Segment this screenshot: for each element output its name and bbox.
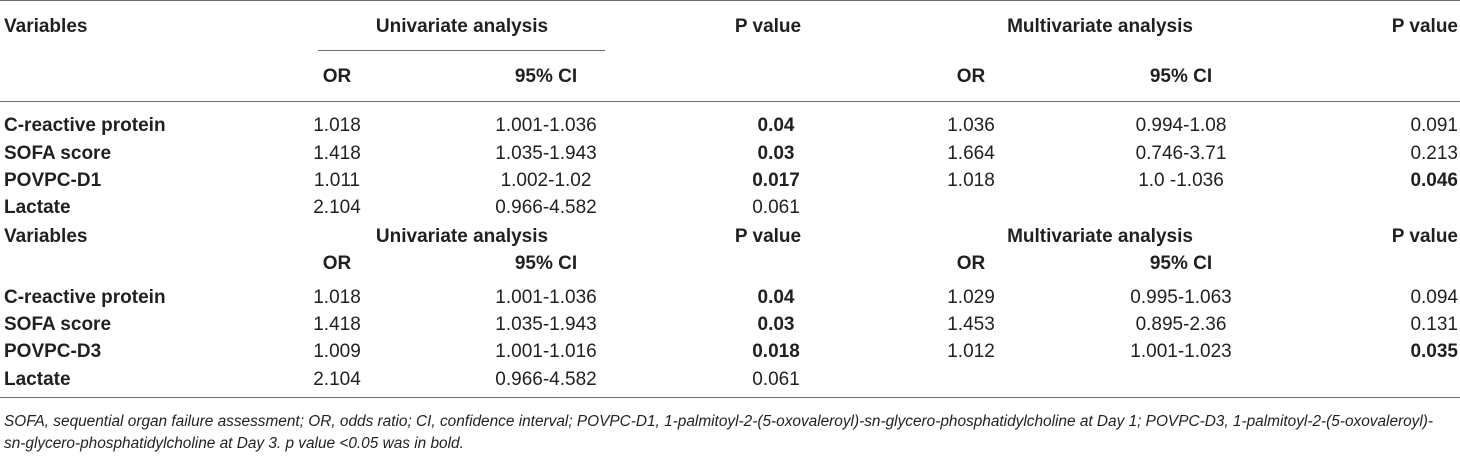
header-ci: 95% CI [514, 253, 578, 274]
row-m-or: 1.012 [947, 341, 995, 362]
row-m-ci: 0.746-3.71 [1135, 143, 1227, 164]
row-ci: 1.001-1.036 [495, 115, 597, 136]
row-variable: SOFA score [4, 143, 112, 164]
header-univariate: Univariate analysis [375, 16, 549, 37]
header-p-value-2: P value [1391, 16, 1458, 37]
header-p-value: P value [734, 226, 802, 247]
row-ci: 1.002-1.02 [500, 170, 592, 191]
row-variable: C-reactive protein [4, 115, 166, 136]
header-or: OR [322, 66, 352, 87]
row-or: 2.104 [313, 369, 361, 390]
row-variable: C-reactive protein [4, 287, 166, 308]
row-m-or: 1.036 [947, 115, 995, 136]
row-m-or: 1.029 [947, 287, 995, 308]
header-or-2: OR [956, 253, 986, 274]
row-m-p: 0.035 [1410, 341, 1458, 362]
row-m-ci: 0.994-1.08 [1135, 115, 1227, 136]
row-p: 0.018 [752, 341, 800, 362]
row-ci: 1.035-1.943 [495, 143, 597, 164]
row-or: 1.011 [313, 170, 361, 191]
header-multivariate: Multivariate analysis [1007, 226, 1193, 247]
header-bottom-rule [0, 101, 1460, 102]
row-or: 2.104 [313, 197, 361, 218]
row-ci: 0.966-4.582 [495, 369, 597, 390]
row-m-p: 0.091 [1410, 115, 1458, 136]
header-p-value: P value [734, 16, 802, 37]
row-or: 1.009 [313, 341, 361, 362]
header-p-value-2: P value [1391, 226, 1458, 247]
row-variable: POVPC-D3 [4, 341, 102, 362]
row-variable: SOFA score [4, 314, 112, 335]
table-footnote: SOFA, sequential organ failure assessmen… [4, 413, 1434, 452]
row-m-p: 0.046 [1410, 170, 1458, 191]
row-p: 0.03 [757, 143, 795, 164]
header-multivariate: Multivariate analysis [1007, 16, 1193, 37]
row-p: 0.03 [757, 314, 795, 335]
row-variable: Lactate [4, 369, 71, 390]
row-p: 0.061 [752, 369, 800, 390]
row-m-p: 0.131 [1410, 314, 1458, 335]
row-p: 0.04 [757, 287, 795, 308]
row-m-p: 0.094 [1410, 287, 1458, 308]
row-p: 0.017 [752, 170, 800, 191]
header-variables: Variables [4, 16, 88, 37]
row-or: 1.418 [313, 143, 361, 164]
row-m-ci: 0.995-1.063 [1130, 287, 1232, 308]
header-ci-2: 95% CI [1149, 66, 1213, 87]
row-m-or: 1.018 [947, 170, 995, 191]
row-or: 1.018 [313, 115, 361, 136]
row-m-ci: 0.895-2.36 [1135, 314, 1227, 335]
row-ci: 1.001-1.036 [495, 287, 597, 308]
row-p: 0.061 [752, 197, 800, 218]
row-or: 1.018 [313, 287, 361, 308]
row-m-or: 1.453 [947, 314, 995, 335]
header-ci: 95% CI [514, 66, 578, 87]
header-univariate: Univariate analysis [375, 226, 549, 247]
header-or: OR [322, 253, 352, 274]
header-variables: Variables [4, 226, 88, 247]
row-variable: Lactate [4, 197, 71, 218]
row-variable: POVPC-D1 [4, 170, 102, 191]
row-m-or: 1.664 [947, 143, 995, 164]
table-top-rule [0, 0, 1460, 1]
row-ci: 0.966-4.582 [495, 197, 597, 218]
univariate-underline [318, 50, 605, 51]
row-ci: 1.001-1.016 [495, 341, 597, 362]
table-bottom-rule [0, 397, 1460, 398]
row-m-p: 0.213 [1410, 143, 1458, 164]
row-or: 1.418 [313, 314, 361, 335]
row-p: 0.04 [757, 115, 795, 136]
header-ci-2: 95% CI [1149, 253, 1213, 274]
row-m-ci: 1.0 -1.036 [1138, 170, 1224, 191]
row-m-ci: 1.001-1.023 [1130, 341, 1232, 362]
header-or-2: OR [956, 66, 986, 87]
row-ci: 1.035-1.943 [495, 314, 597, 335]
